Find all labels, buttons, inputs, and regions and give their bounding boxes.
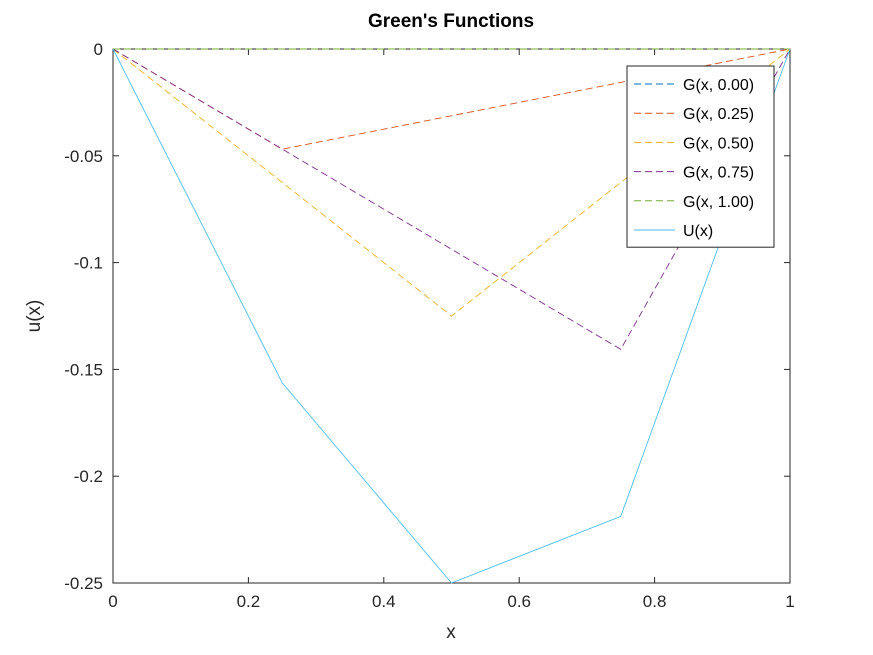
x-tick-label: 0.4	[372, 592, 396, 611]
legend-label-5: G(x, 1.00)	[683, 194, 754, 211]
x-axis-title: x	[446, 622, 456, 643]
x-tick-label: 0.2	[237, 592, 261, 611]
x-tick-label: 0.8	[643, 592, 667, 611]
y-tick-label: 0	[94, 40, 103, 59]
legend-label-1: G(x, 0.00)	[683, 77, 754, 94]
legend-label-2: G(x, 0.25)	[683, 106, 754, 123]
legend-label-4: G(x, 0.75)	[683, 165, 754, 182]
legend-label-6: U(x)	[683, 223, 713, 240]
series-line-2	[112, 48, 791, 150]
y-axis-title: u(x)	[24, 300, 45, 333]
x-tick-label: 0	[108, 592, 117, 611]
y-tick-label: -0.15	[64, 360, 103, 379]
series-line-6	[112, 48, 791, 584]
x-tick-label: 0.6	[507, 592, 531, 611]
y-tick-label: -0.05	[64, 147, 103, 166]
x-tick-label: 1	[785, 592, 794, 611]
legend-label-3: G(x, 0.50)	[683, 135, 754, 152]
y-tick-label: -0.2	[74, 467, 103, 486]
legend-box	[626, 65, 775, 248]
chart-title: Green's Functions	[368, 11, 534, 32]
y-tick-label: -0.1	[74, 254, 103, 273]
legend: G(x, 0.00) G(x, 0.25) G(x, 0.50) G(x, 0.75)…	[626, 65, 775, 248]
y-tick-label: -0.25	[64, 574, 103, 593]
